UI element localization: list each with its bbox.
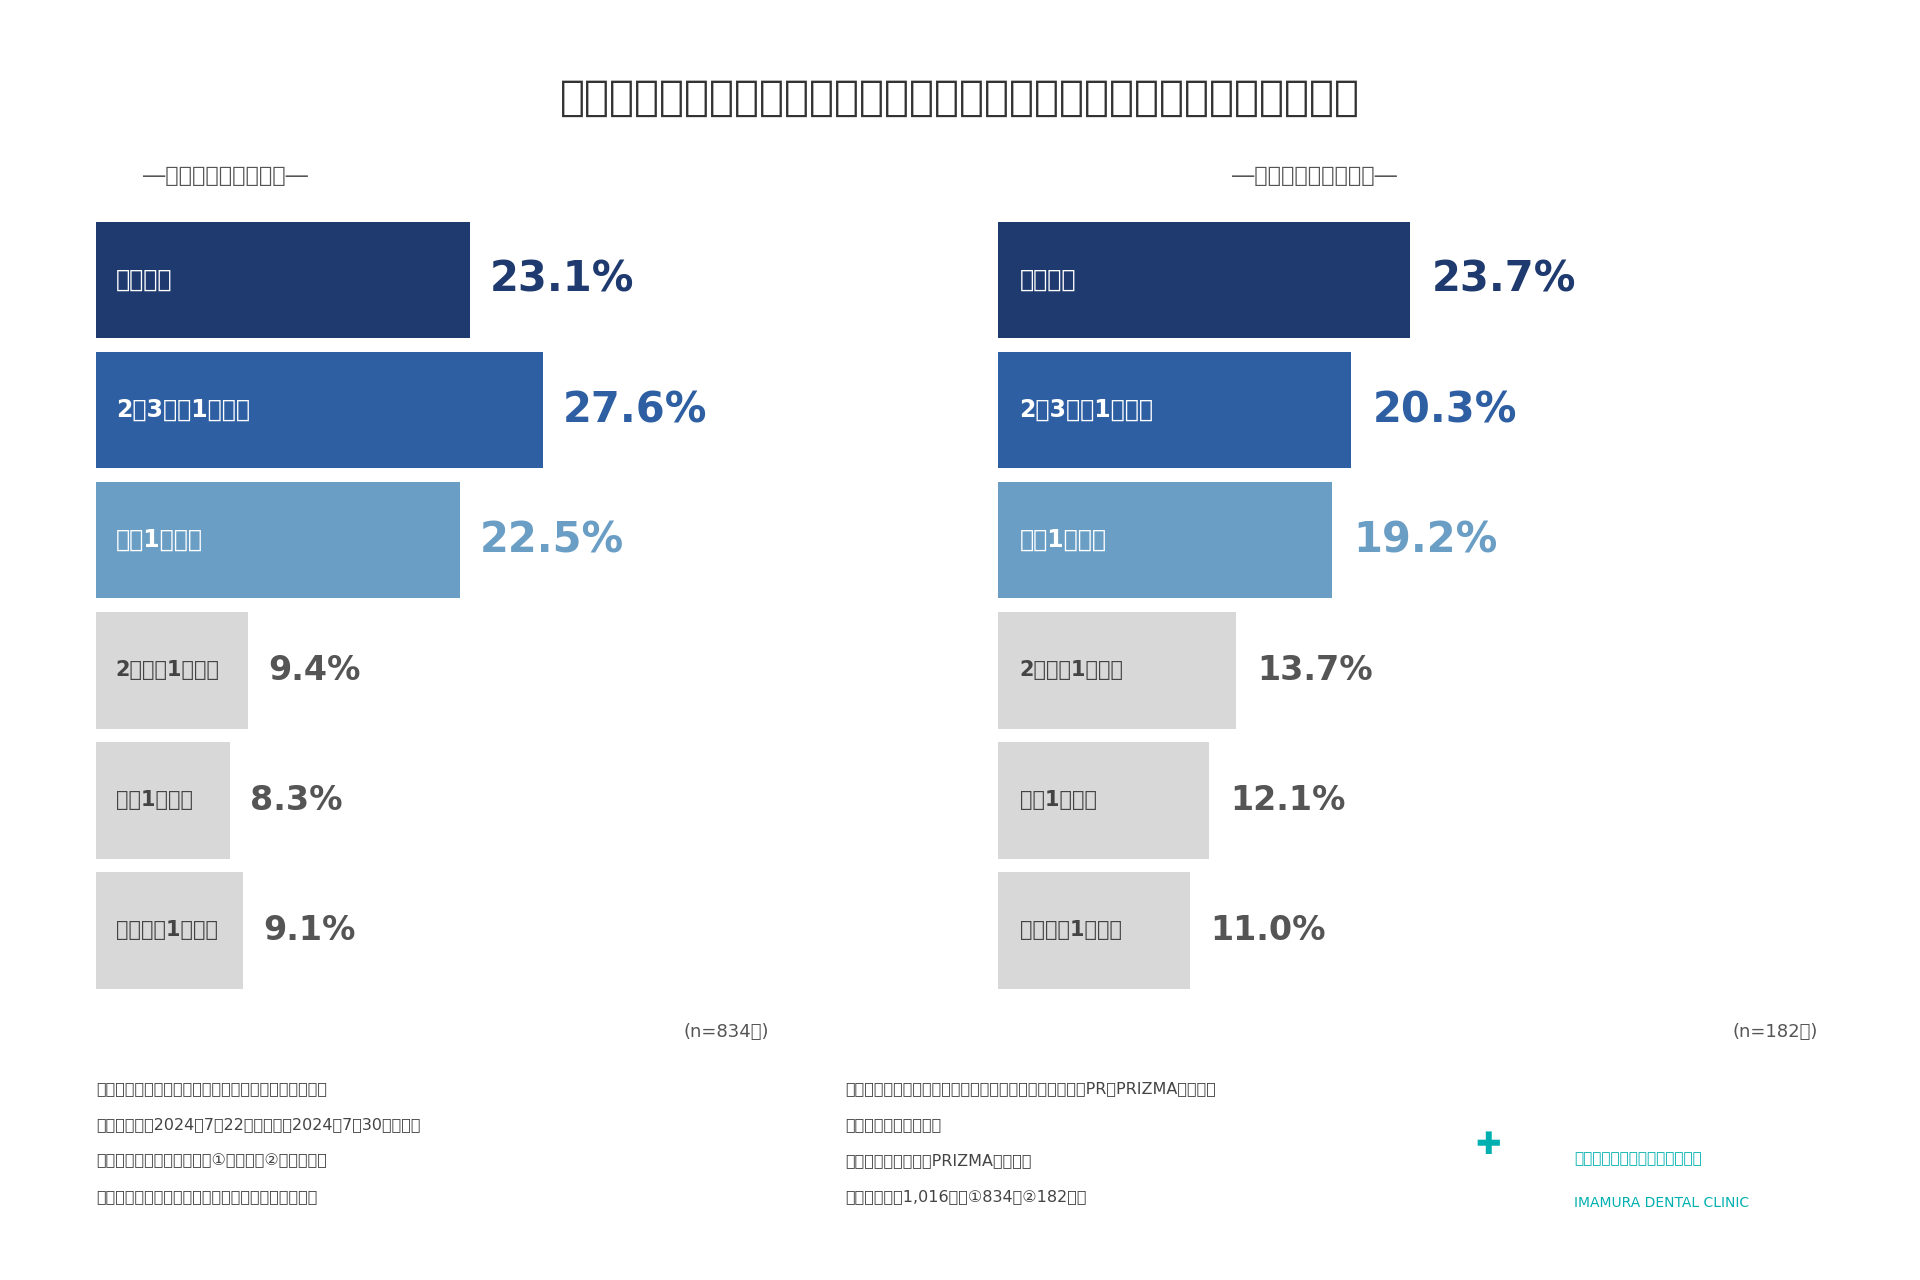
Text: ・調査期間：2024年7月22日（月）～2024年7月30日（火）: ・調査期間：2024年7月22日（月）～2024年7月30日（火）	[96, 1117, 420, 1133]
Bar	[96, 221, 470, 338]
Text: 12.1%: 12.1%	[1231, 783, 1346, 817]
Text: 2週間に1回程度: 2週間に1回程度	[1020, 660, 1123, 680]
Text: 20.3%: 20.3%	[1373, 389, 1517, 431]
Bar	[96, 612, 248, 728]
Text: 今村歯科・矯正歯科クリニック: 今村歯科・矯正歯科クリニック	[1574, 1151, 1703, 1166]
Text: 《調査概要：「果物とオーラルケア」に関する調査》: 《調査概要：「果物とオーラルケア」に関する調査》	[96, 1082, 326, 1097]
Text: ✚: ✚	[1475, 1132, 1501, 1160]
Text: 23.1%: 23.1%	[490, 259, 634, 301]
Text: インターネット調査: インターネット調査	[845, 1117, 941, 1133]
Bar	[998, 221, 1411, 338]
Text: 月に1回程度: 月に1回程度	[1020, 790, 1096, 810]
Text: 22.5%: 22.5%	[480, 520, 624, 561]
Text: 2週間に1回程度: 2週間に1回程度	[115, 660, 219, 680]
Text: 8.3%: 8.3%	[250, 783, 342, 817]
Bar	[96, 352, 543, 468]
Text: IMAMURA DENTAL CLINIC: IMAMURA DENTAL CLINIC	[1574, 1197, 1749, 1210]
Text: (n=182人): (n=182人)	[1732, 1023, 1818, 1041]
Bar	[96, 481, 461, 599]
Text: 13.7%: 13.7%	[1258, 654, 1373, 687]
Text: 11.0%: 11.0%	[1212, 914, 1327, 947]
Text: 週に1回程度: 週に1回程度	[1020, 529, 1106, 552]
Text: 月に1回程度: 月に1回程度	[115, 790, 192, 810]
Text: ・調査対象：調査回答時に①東京在住②山梨在住の: ・調査対象：調査回答時に①東京在住②山梨在住の	[96, 1153, 326, 1169]
Text: ホワイトニング経験者であると回答したモニター: ホワイトニング経験者であると回答したモニター	[96, 1189, 317, 1204]
Text: 2、3日に1回程度: 2、3日に1回程度	[115, 398, 250, 422]
Bar	[998, 612, 1236, 728]
Bar	[96, 872, 244, 988]
Bar	[998, 872, 1190, 988]
Text: 23.7%: 23.7%	[1432, 259, 1576, 301]
Text: 数か月に1回以下: 数か月に1回以下	[1020, 920, 1121, 941]
Text: 27.6%: 27.6%	[563, 389, 707, 431]
Text: 19.2%: 19.2%	[1354, 520, 1498, 561]
Text: ・調査方法：リンクアンドパートナーズが提供する調査PR「PRIZMA」による: ・調査方法：リンクアンドパートナーズが提供する調査PR「PRIZMA」による	[845, 1082, 1215, 1097]
Text: 週に1回程度: 週に1回程度	[115, 529, 204, 552]
Text: 普段フルーツやワイン、果物ジュースなどをどのくらい摄取しますか？: 普段フルーツやワイン、果物ジュースなどをどのくらい摄取しますか？	[561, 77, 1359, 119]
Text: ほぼ毎日: ほぼ毎日	[1020, 268, 1075, 292]
Text: 2、3日に1回程度: 2、3日に1回程度	[1020, 398, 1154, 422]
Text: (n=834人): (n=834人)	[684, 1023, 768, 1041]
Text: ・モニター提供元：PRIZMAリサーチ: ・モニター提供元：PRIZMAリサーチ	[845, 1153, 1031, 1169]
Text: 数か月に1回以下: 数か月に1回以下	[115, 920, 217, 941]
Bar	[998, 481, 1332, 599]
Text: ―山梨在住の方が回答―: ―山梨在住の方が回答―	[1233, 166, 1398, 186]
Text: ―東京在住の方が回答―: ―東京在住の方が回答―	[142, 166, 307, 186]
Text: ・調査人数：1,016人（①834人②182人）: ・調査人数：1,016人（①834人②182人）	[845, 1189, 1087, 1204]
Text: 9.4%: 9.4%	[269, 654, 361, 687]
Bar	[96, 742, 230, 859]
Text: ほぼ毎日: ほぼ毎日	[115, 268, 173, 292]
Bar	[998, 352, 1352, 468]
Bar	[998, 742, 1210, 859]
Text: 9.1%: 9.1%	[263, 914, 355, 947]
